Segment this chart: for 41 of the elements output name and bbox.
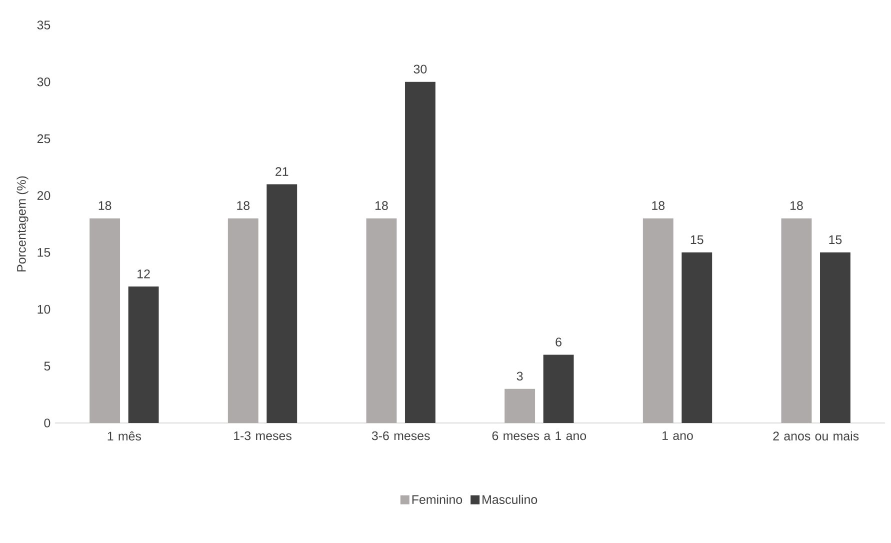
x-tick-label: 3-6 meses <box>372 431 430 440</box>
bar <box>404 82 436 423</box>
y-tick-label: 20 <box>37 191 50 200</box>
data-label: 18 <box>652 201 665 210</box>
data-label: 18 <box>98 201 112 210</box>
y-tick-label: 10 <box>38 304 50 314</box>
bar <box>90 218 120 423</box>
bar <box>543 354 574 423</box>
x-tick-label: 1 mês <box>108 431 142 441</box>
bar <box>504 388 536 423</box>
data-label: 18 <box>375 201 388 210</box>
bar <box>128 286 159 423</box>
x-tick-label: 1 ano <box>662 431 693 440</box>
data-label: 3 <box>516 372 523 381</box>
data-label: 21 <box>276 167 288 176</box>
data-label: 18 <box>237 201 250 210</box>
data-label: 15 <box>829 235 842 244</box>
x-tick-label: 6 meses a 1 ano <box>492 431 586 440</box>
bar <box>366 218 397 423</box>
legend-label: Masculino <box>482 494 538 504</box>
y-tick-label: 5 <box>44 362 50 370</box>
bar <box>781 218 812 423</box>
bar <box>820 252 850 423</box>
y-axis-title: Porcentagem (%) <box>16 176 28 272</box>
data-label: 18 <box>790 201 803 210</box>
y-tick-label: 15 <box>38 248 50 257</box>
data-label: 15 <box>690 235 704 244</box>
y-tick-label: 35 <box>37 20 50 30</box>
bar <box>228 218 258 423</box>
data-label: 6 <box>556 338 562 346</box>
bar <box>682 252 712 423</box>
data-label: 30 <box>414 64 427 74</box>
x-tick-label: 1-3 meses <box>234 431 292 440</box>
y-tick-label: 0 <box>44 418 50 428</box>
bar <box>642 218 674 423</box>
bar <box>266 184 298 423</box>
x-tick-label: 2 anos ou mais <box>773 431 859 440</box>
data-label: 12 <box>138 270 150 278</box>
y-tick-label: 25 <box>37 134 50 144</box>
y-tick-label: 30 <box>37 77 50 86</box>
legend-label: Feminino <box>412 494 462 504</box>
